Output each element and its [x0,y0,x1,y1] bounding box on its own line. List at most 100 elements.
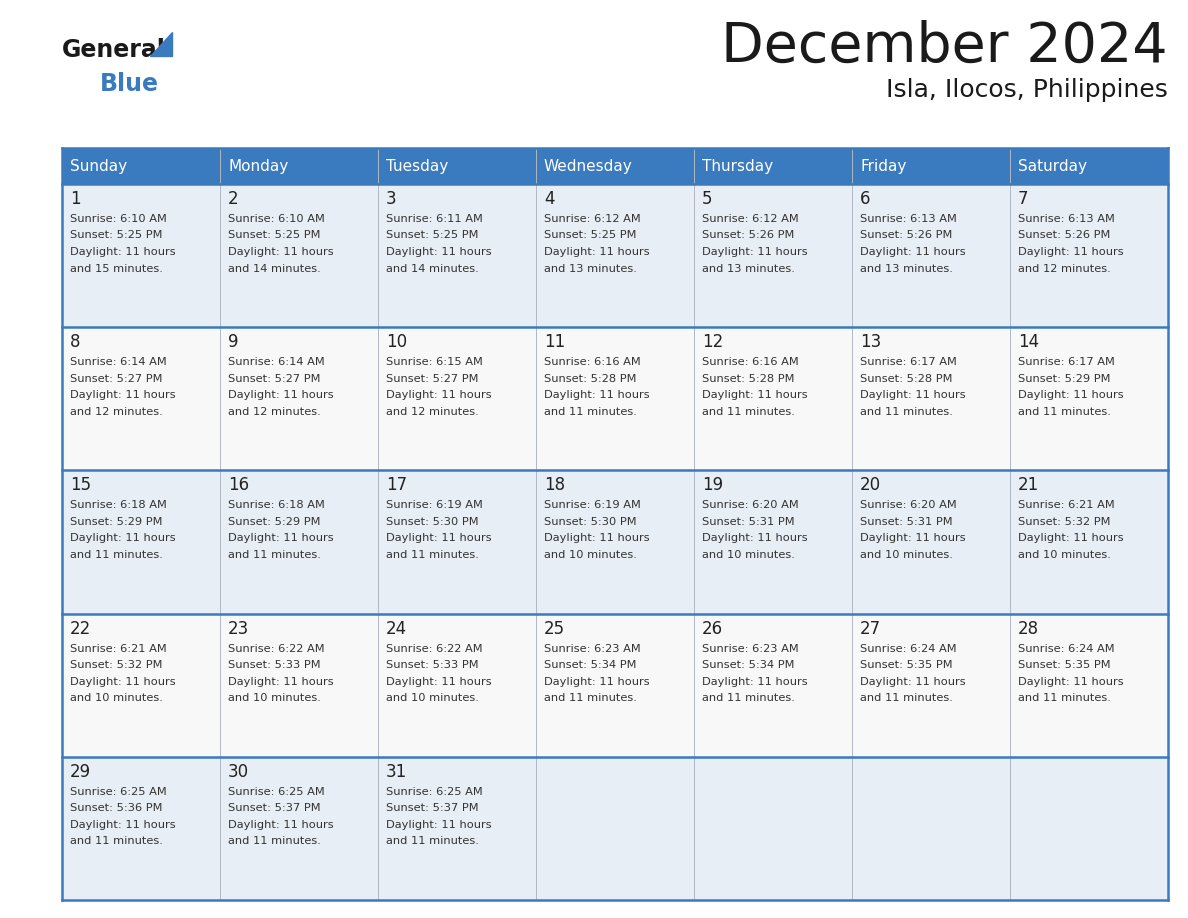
Text: Sunset: 5:37 PM: Sunset: 5:37 PM [386,803,479,813]
Text: 26: 26 [702,620,723,638]
Text: Daylight: 11 hours: Daylight: 11 hours [860,533,966,543]
Text: Sunset: 5:30 PM: Sunset: 5:30 PM [386,517,479,527]
Text: and 10 minutes.: and 10 minutes. [544,550,637,560]
Text: and 11 minutes.: and 11 minutes. [544,693,637,703]
Text: Daylight: 11 hours: Daylight: 11 hours [1018,533,1124,543]
Text: and 11 minutes.: and 11 minutes. [1018,693,1111,703]
Text: and 10 minutes.: and 10 minutes. [702,550,795,560]
Text: and 15 minutes.: and 15 minutes. [70,263,163,274]
Text: and 14 minutes.: and 14 minutes. [386,263,479,274]
Text: Sunset: 5:32 PM: Sunset: 5:32 PM [70,660,163,670]
Text: Sunrise: 6:13 AM: Sunrise: 6:13 AM [860,214,956,224]
Text: and 12 minutes.: and 12 minutes. [228,407,321,417]
Text: Isla, Ilocos, Philippines: Isla, Ilocos, Philippines [886,78,1168,102]
Text: and 11 minutes.: and 11 minutes. [386,550,479,560]
Text: 24: 24 [386,620,407,638]
Text: Sunset: 5:25 PM: Sunset: 5:25 PM [544,230,637,241]
Text: and 13 minutes.: and 13 minutes. [544,263,637,274]
Text: Sunrise: 6:17 AM: Sunrise: 6:17 AM [1018,357,1114,367]
Text: Sunrise: 6:19 AM: Sunrise: 6:19 AM [544,500,640,510]
Text: December 2024: December 2024 [721,20,1168,74]
Text: 12: 12 [702,333,723,352]
Text: and 12 minutes.: and 12 minutes. [1018,263,1111,274]
Text: Daylight: 11 hours: Daylight: 11 hours [702,677,808,687]
Text: Sunset: 5:28 PM: Sunset: 5:28 PM [860,374,953,384]
Text: Sunset: 5:30 PM: Sunset: 5:30 PM [544,517,637,527]
Text: Sunrise: 6:12 AM: Sunrise: 6:12 AM [702,214,798,224]
Text: Sunrise: 6:17 AM: Sunrise: 6:17 AM [860,357,956,367]
Text: and 10 minutes.: and 10 minutes. [70,693,163,703]
Text: Daylight: 11 hours: Daylight: 11 hours [386,533,492,543]
Text: Sunset: 5:31 PM: Sunset: 5:31 PM [860,517,953,527]
Text: Daylight: 11 hours: Daylight: 11 hours [70,820,176,830]
Text: Sunset: 5:28 PM: Sunset: 5:28 PM [544,374,637,384]
Text: and 10 minutes.: and 10 minutes. [386,693,479,703]
Text: Daylight: 11 hours: Daylight: 11 hours [70,247,176,257]
Text: 8: 8 [70,333,81,352]
Polygon shape [150,32,172,56]
Text: 20: 20 [860,476,881,495]
Text: Sunrise: 6:20 AM: Sunrise: 6:20 AM [702,500,798,510]
Text: Sunrise: 6:12 AM: Sunrise: 6:12 AM [544,214,640,224]
Text: Sunrise: 6:23 AM: Sunrise: 6:23 AM [544,644,640,654]
Text: Daylight: 11 hours: Daylight: 11 hours [228,247,334,257]
Text: Sunset: 5:27 PM: Sunset: 5:27 PM [386,374,479,384]
Text: 28: 28 [1018,620,1040,638]
Text: Daylight: 11 hours: Daylight: 11 hours [702,390,808,400]
Text: Sunrise: 6:14 AM: Sunrise: 6:14 AM [228,357,324,367]
Text: 15: 15 [70,476,91,495]
Text: and 11 minutes.: and 11 minutes. [228,550,321,560]
Bar [62,184,1168,327]
Text: Sunrise: 6:25 AM: Sunrise: 6:25 AM [386,787,482,797]
Text: Sunset: 5:33 PM: Sunset: 5:33 PM [228,660,321,670]
Text: 21: 21 [1018,476,1040,495]
Text: Sunset: 5:26 PM: Sunset: 5:26 PM [860,230,953,241]
Bar [62,756,1168,900]
Text: Sunday: Sunday [70,159,127,174]
Text: 3: 3 [386,190,397,208]
Text: Daylight: 11 hours: Daylight: 11 hours [70,677,176,687]
Text: 22: 22 [70,620,91,638]
Text: Wednesday: Wednesday [544,159,633,174]
Text: 16: 16 [228,476,249,495]
Text: Sunrise: 6:23 AM: Sunrise: 6:23 AM [702,644,798,654]
Text: and 12 minutes.: and 12 minutes. [70,407,163,417]
Text: Sunset: 5:36 PM: Sunset: 5:36 PM [70,803,163,813]
Text: Sunrise: 6:25 AM: Sunrise: 6:25 AM [70,787,166,797]
Text: Sunset: 5:35 PM: Sunset: 5:35 PM [860,660,953,670]
Text: General: General [62,38,166,62]
Text: and 11 minutes.: and 11 minutes. [544,407,637,417]
Bar [62,470,1168,613]
Text: Daylight: 11 hours: Daylight: 11 hours [544,390,650,400]
Text: Sunrise: 6:13 AM: Sunrise: 6:13 AM [1018,214,1114,224]
Text: Daylight: 11 hours: Daylight: 11 hours [860,677,966,687]
Text: and 10 minutes.: and 10 minutes. [228,693,321,703]
Text: Daylight: 11 hours: Daylight: 11 hours [70,533,176,543]
Text: and 11 minutes.: and 11 minutes. [702,407,795,417]
Text: Sunset: 5:31 PM: Sunset: 5:31 PM [702,517,795,527]
Text: Sunrise: 6:24 AM: Sunrise: 6:24 AM [860,644,956,654]
Text: Sunset: 5:32 PM: Sunset: 5:32 PM [1018,517,1111,527]
Text: Daylight: 11 hours: Daylight: 11 hours [386,677,492,687]
Text: Daylight: 11 hours: Daylight: 11 hours [1018,390,1124,400]
Text: Sunrise: 6:19 AM: Sunrise: 6:19 AM [386,500,482,510]
Text: 7: 7 [1018,190,1029,208]
Text: 30: 30 [228,763,249,781]
Text: and 10 minutes.: and 10 minutes. [860,550,953,560]
Text: 2: 2 [228,190,239,208]
Text: and 11 minutes.: and 11 minutes. [70,550,163,560]
Text: 9: 9 [228,333,239,352]
Text: 5: 5 [702,190,713,208]
Text: and 11 minutes.: and 11 minutes. [70,836,163,846]
Text: 17: 17 [386,476,407,495]
Text: Sunset: 5:25 PM: Sunset: 5:25 PM [386,230,479,241]
Text: Sunset: 5:26 PM: Sunset: 5:26 PM [702,230,795,241]
Text: Daylight: 11 hours: Daylight: 11 hours [228,390,334,400]
Text: Daylight: 11 hours: Daylight: 11 hours [702,247,808,257]
Text: Sunrise: 6:24 AM: Sunrise: 6:24 AM [1018,644,1114,654]
Text: 18: 18 [544,476,565,495]
Text: 14: 14 [1018,333,1040,352]
Text: Sunset: 5:25 PM: Sunset: 5:25 PM [70,230,163,241]
Text: Sunrise: 6:22 AM: Sunrise: 6:22 AM [386,644,482,654]
Text: Sunset: 5:33 PM: Sunset: 5:33 PM [386,660,479,670]
